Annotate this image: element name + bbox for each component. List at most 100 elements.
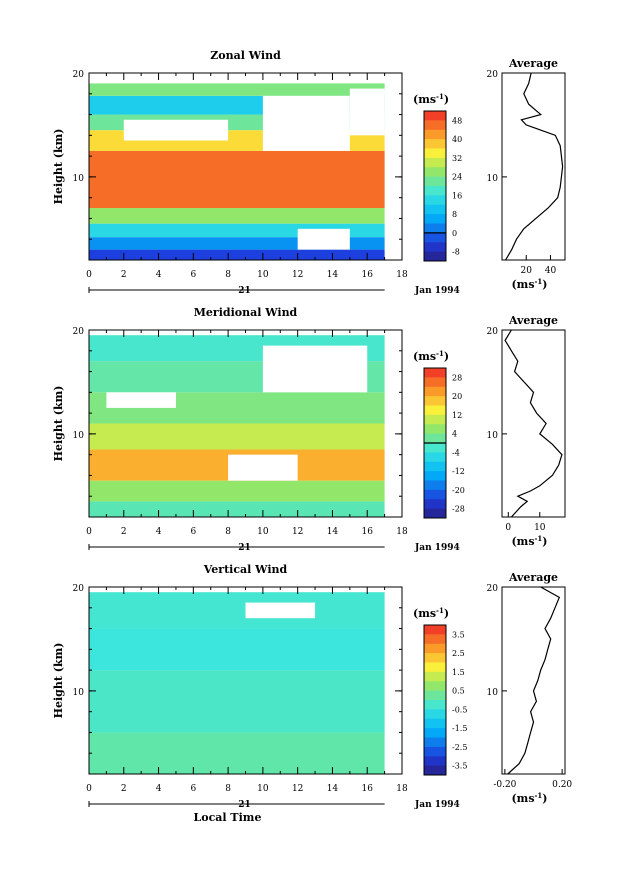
- panel-3: Vertical Wind 0 2 4 6 8 10 12 14 16 18 10 20 Height (…: [52, 563, 572, 824]
- field-band: [89, 208, 385, 224]
- average-title: Average: [508, 571, 558, 584]
- x-tick-label: 18: [396, 527, 408, 537]
- colorbar-tick-label: 40: [452, 135, 462, 144]
- colorbar-segment: [424, 120, 446, 131]
- colorbar-segment: [424, 111, 446, 121]
- x-tick-label: 2: [121, 527, 127, 537]
- missing-data: [297, 228, 350, 250]
- missing-data: [245, 602, 316, 619]
- colorbar-tick-label: -12: [452, 467, 465, 476]
- x-tick-label: 4: [156, 270, 162, 280]
- field-band: [89, 670, 385, 733]
- date-month: Jan 1994: [414, 543, 460, 553]
- panel-2: Meridional Wind 0 2 4 6 8 10 12 14 16 18 10 20 Height…: [52, 306, 566, 553]
- colorbar-segment: [424, 386, 446, 397]
- colorbar-unit: (ms-1): [413, 92, 449, 107]
- field-band: [89, 150, 385, 209]
- colorbar-unit-close: ): [444, 350, 449, 363]
- colorbar-tick-label: 3.5: [452, 630, 465, 639]
- colorbar-unit-sup: -1: [436, 92, 444, 101]
- colorbar-segment: [424, 681, 446, 692]
- colorbar-tick-label: 24: [452, 173, 462, 182]
- x-tick-label: 4: [156, 527, 162, 537]
- colorbar-segment: [424, 204, 446, 215]
- colorbar-segment: [424, 718, 446, 729]
- average-x-label: (ms-1): [511, 791, 547, 806]
- colorbar-frame: [423, 110, 447, 262]
- colorbar-segment: [424, 737, 446, 748]
- colorbar-segment: [424, 195, 446, 206]
- average-y-tick-label: 20: [487, 327, 499, 337]
- panel-title: Meridional Wind: [194, 306, 298, 319]
- colorbar-tick-label: 1.5: [452, 668, 465, 677]
- colorbar-unit-close: ): [444, 607, 449, 620]
- average-frame: [501, 586, 566, 775]
- colorbar-segment: [424, 452, 446, 463]
- colorbar-tick-label: 20: [452, 392, 462, 401]
- colorbar-tick-label: -4: [452, 448, 460, 457]
- colorbar-tick-label: -2.5: [452, 743, 467, 752]
- x-tick-label: 0: [86, 527, 92, 537]
- colorbar-tick-label: 16: [452, 191, 462, 200]
- average-line: [507, 586, 561, 775]
- colorbar-segment: [424, 148, 446, 159]
- missing-data: [106, 392, 176, 408]
- colorbar-segment: [424, 368, 446, 378]
- average-x-label-sup: -1: [535, 277, 543, 286]
- x-tick-label: 8: [225, 527, 231, 537]
- x-tick-label: 6: [190, 784, 196, 794]
- field-band: [89, 480, 385, 502]
- colorbar-tick-label: -8: [452, 248, 460, 257]
- colorbar-tick-label: 4: [452, 430, 457, 439]
- colorbar-tick-label: 48: [452, 116, 462, 125]
- colorbar-segment: [424, 643, 446, 654]
- colorbar-segment: [424, 167, 446, 178]
- average-x-tick-label: 40: [545, 266, 557, 276]
- x-tick-label: 10: [257, 527, 269, 537]
- date-day: 21: [238, 800, 251, 810]
- colorbar-segment: [424, 634, 446, 645]
- field-band: [89, 732, 385, 774]
- average-x-tick-label: 10: [534, 523, 546, 533]
- x-tick-label: 18: [396, 270, 408, 280]
- x-tick-label: 0: [86, 270, 92, 280]
- y-tick-label: 20: [73, 327, 85, 337]
- colorbar-segment: [424, 396, 446, 406]
- colorbar-segment: [424, 251, 446, 262]
- x-tick-label: 6: [190, 527, 196, 537]
- x-tick-label: 14: [327, 527, 339, 537]
- colorbar-tick-label: -28: [452, 505, 465, 514]
- field-band: [89, 249, 385, 260]
- date-day: 21: [238, 543, 251, 553]
- colorbar-unit-base: (ms: [413, 350, 436, 363]
- average-x-tick-label: 20: [521, 266, 533, 276]
- missing-data: [262, 345, 368, 393]
- y-tick-label: 20: [73, 70, 85, 80]
- colorbar-segment: [424, 223, 446, 234]
- colorbar-tick-label: -1.5: [452, 724, 467, 733]
- colorbar-segment: [424, 480, 446, 491]
- x-axis-label: Local Time: [194, 811, 262, 824]
- colorbar-segment: [424, 746, 446, 757]
- colorbar-segment: [424, 662, 446, 673]
- average-frame: [501, 72, 566, 261]
- average-line: [505, 72, 564, 261]
- colorbar-segment: [424, 728, 446, 738]
- colorbar: (ms-1)3.52.51.50.5-0.5-1.5-2.5-3.5: [413, 606, 467, 776]
- colorbar-unit-sup: -1: [436, 606, 444, 615]
- colorbar-tick-label: 2.5: [452, 649, 465, 658]
- date-month: Jan 1994: [414, 286, 460, 296]
- missing-data: [123, 119, 229, 141]
- average-x-label-base: (ms: [511, 535, 534, 548]
- average-x-label-close: ): [542, 535, 547, 548]
- colorbar-segment: [424, 424, 446, 435]
- average-y-tick-label: 10: [487, 431, 499, 441]
- average-profile: Average 10 20 -0.20 0.20 (ms-1): [487, 571, 573, 805]
- x-tick-label: 10: [257, 784, 269, 794]
- colorbar-unit-sup: -1: [436, 349, 444, 358]
